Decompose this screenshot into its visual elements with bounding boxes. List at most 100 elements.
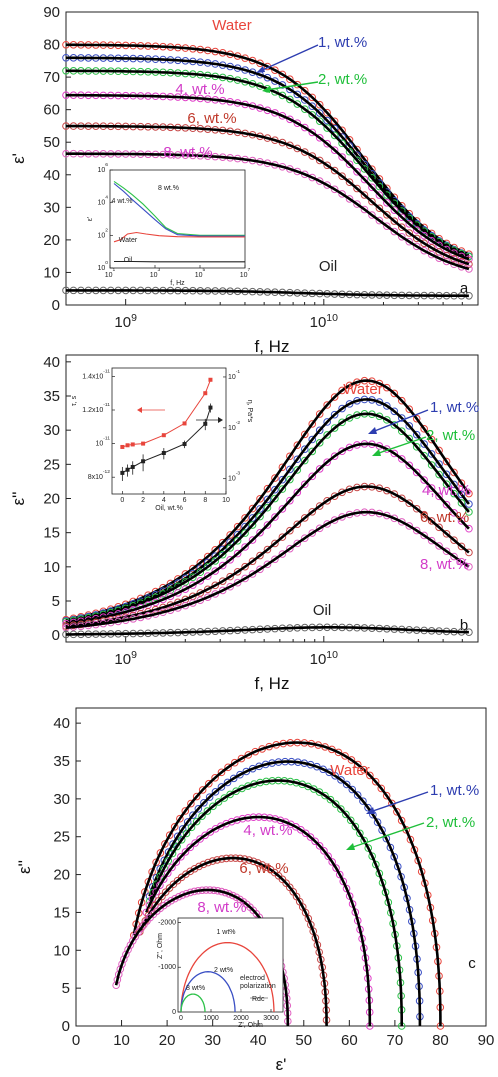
panel-c-point xyxy=(397,816,406,825)
panel-a-point xyxy=(293,90,302,99)
panel-b-point xyxy=(241,514,249,522)
panel-c-xtick-label: 60 xyxy=(341,1032,358,1049)
panel-b-point xyxy=(442,457,451,466)
panel-b-point xyxy=(338,418,346,427)
panel-a-point xyxy=(293,144,302,153)
panel-c-point xyxy=(192,817,201,826)
panel-b-point xyxy=(338,404,346,413)
panel-b-inset-eta-point xyxy=(125,467,130,472)
panel-a-inset-xtick-label: 107 xyxy=(240,267,251,279)
panel-a-point xyxy=(345,147,354,156)
panel-b-point xyxy=(218,545,227,554)
panel-a-inset-label-3: Oil xyxy=(124,257,133,264)
panel-b-inset-ltick-label-base: 8x10 xyxy=(88,474,103,481)
panel-b-point xyxy=(323,401,331,409)
panel-b-point xyxy=(465,500,473,508)
panel-c-fit-line xyxy=(148,779,403,1026)
panel-a-inset-ytick-label-base: 10 xyxy=(97,200,105,207)
panel-b-point xyxy=(435,446,443,455)
panel-b-fit-line xyxy=(65,412,470,623)
panel-c-point xyxy=(145,901,154,910)
panel-a-inset-xtick-label-exp: 3 xyxy=(158,267,161,273)
panel-c-series-3 xyxy=(142,813,374,1030)
panel-a-point xyxy=(375,191,384,199)
panel-a-point xyxy=(360,205,369,214)
panel-b-point xyxy=(345,381,354,390)
panel-a-series-6 xyxy=(62,286,473,300)
panel-a-point xyxy=(390,217,399,225)
panel-b-point xyxy=(263,545,272,554)
panel-b-series-label-5: 8, wt.% xyxy=(420,556,469,573)
panel-a-point xyxy=(278,70,287,79)
panel-b-point xyxy=(293,520,302,529)
panel-b-point xyxy=(278,505,287,513)
panel-b-point xyxy=(233,578,242,587)
panel-b-point xyxy=(256,528,264,537)
panel-b-inset-ltick-label-exp: -11 xyxy=(103,368,110,374)
panel-b-point xyxy=(315,465,324,473)
panel-b-inset-xtick-label: 2 xyxy=(141,497,145,504)
panel-b-point xyxy=(263,484,272,493)
panel-a-inset-ytick-label-exp: 6 xyxy=(105,162,108,168)
panel-c-inset-xtick-label: 2000 xyxy=(233,1015,249,1022)
panel-b-point xyxy=(181,578,190,586)
panel-b-point xyxy=(286,526,294,535)
panel-b-point xyxy=(271,513,279,521)
panel-c-point xyxy=(217,783,226,791)
panel-b-point xyxy=(412,443,421,451)
panel-b-point xyxy=(278,533,287,541)
panel-c-point xyxy=(176,814,184,823)
panel-b-point xyxy=(248,514,257,522)
panel-b-inset-ylabel-left: τ, s xyxy=(71,395,78,406)
panel-b-inset-ltick-label-base: 1.4x10 xyxy=(82,373,103,380)
panel-b-point xyxy=(248,504,257,513)
panel-c-point xyxy=(181,807,190,815)
panel-b-point xyxy=(286,465,294,474)
panel-a-point xyxy=(300,123,309,132)
panel-b-point xyxy=(450,489,458,498)
panel-c-point xyxy=(205,793,214,801)
panel-a-point xyxy=(375,182,384,191)
panel-b-ytick-label: 10 xyxy=(43,559,60,576)
panel-a-point xyxy=(405,237,414,246)
panel-a-series-label-6: Oil xyxy=(319,258,337,275)
panel-a-point xyxy=(353,184,361,193)
panel-a-point xyxy=(345,142,354,150)
panel-a-point xyxy=(368,211,376,219)
panel-b-point xyxy=(420,425,428,433)
panel-a-fit-line xyxy=(66,289,469,298)
panel-b-point xyxy=(271,474,279,482)
panel-b-point xyxy=(450,509,458,517)
panel-a-point xyxy=(442,245,451,254)
panel-b-point xyxy=(189,573,197,582)
panel-b-point xyxy=(256,495,264,503)
panel-c-point xyxy=(174,892,183,901)
panel-b-inset-xtick-label: 8 xyxy=(203,497,207,504)
panel-b-point xyxy=(300,514,309,522)
panel-b-point xyxy=(271,539,279,548)
panel-a-point xyxy=(300,105,309,113)
panel-a-inset-series-0 xyxy=(113,180,245,236)
panel-b-point xyxy=(435,492,443,501)
panel-a-point xyxy=(412,234,421,243)
panel-c-point xyxy=(152,858,160,867)
panel-a-series-3 xyxy=(62,91,473,264)
panel-c-inset-annot-polarization: polarization xyxy=(240,983,276,990)
panel-b-inset-ltick-label: 10-11 xyxy=(95,436,110,448)
panel-a-inset-xtick-label: 103 xyxy=(150,267,161,279)
panel-b-ytick-label: 25 xyxy=(43,456,60,473)
panel-b-point xyxy=(338,386,346,395)
panel-c-point xyxy=(326,795,335,804)
panel-c-xtick-label: 50 xyxy=(295,1032,312,1049)
panel-a-point xyxy=(397,213,406,222)
panel-c-point xyxy=(211,774,219,782)
panel-b-point xyxy=(435,523,443,532)
panel-c-xtick-label: 80 xyxy=(432,1032,449,1049)
panel-b-point xyxy=(315,502,324,510)
panel-c-point xyxy=(158,892,166,901)
panel-b-inset-ltick-label-exp: -11 xyxy=(103,402,110,408)
panel-c-inset-xtick-label: 1000 xyxy=(203,1015,219,1022)
panel-a-point xyxy=(323,108,331,117)
panel-c-point xyxy=(160,864,168,873)
